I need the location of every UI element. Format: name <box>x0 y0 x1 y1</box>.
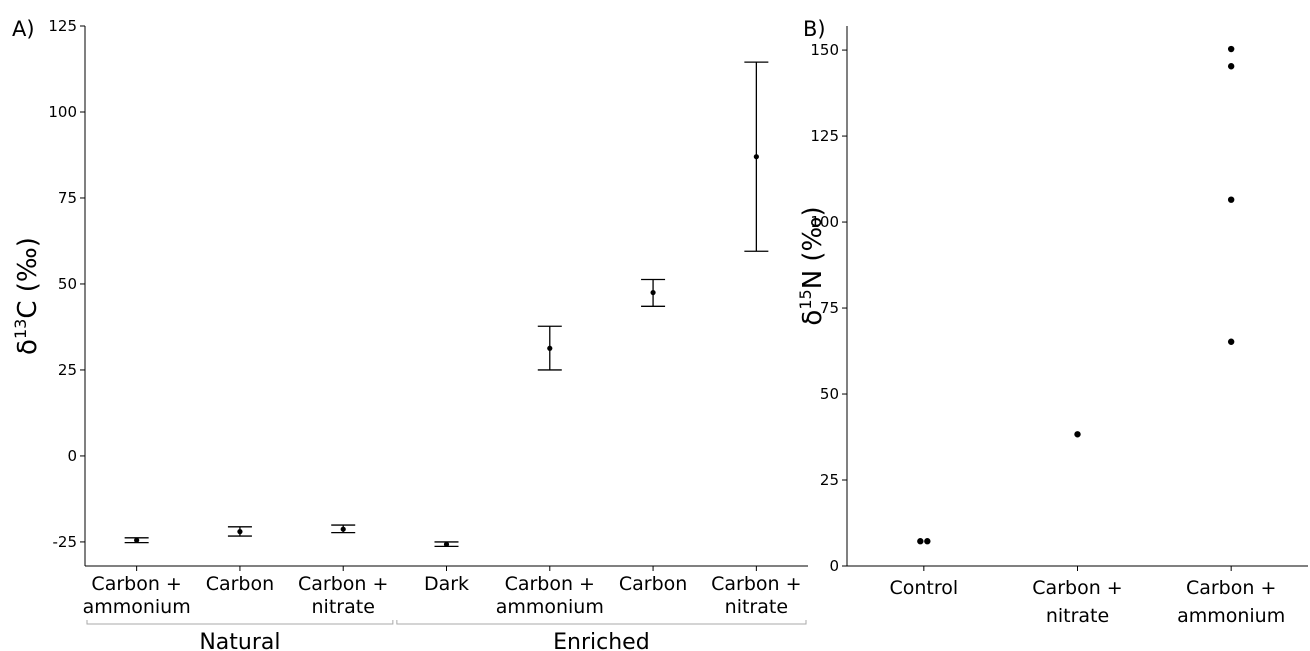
mean-point <box>547 345 553 351</box>
panel-a-category-label: Dark <box>424 573 469 595</box>
panel-a-category-label-line: Carbon + <box>298 573 388 595</box>
panel-b-category-label-line: ammonium <box>1177 605 1285 627</box>
group-bracket <box>396 620 807 625</box>
mean-point <box>237 529 243 535</box>
panel-a-y-axis-title-symbol: δ <box>13 339 43 355</box>
panel-a-y-axis-title: δ13C (‰) <box>11 237 43 355</box>
panel-b-y-axis-title-symbol: δ <box>798 310 828 326</box>
panel-a-y-tick-label: 25 <box>58 361 77 379</box>
panel-a-y-axis-title-text: C (‰) <box>13 237 43 319</box>
mean-point <box>340 526 346 532</box>
mean-point <box>443 541 450 547</box>
panel-a-category-label: Carbon <box>206 573 274 595</box>
panel-b-category-label: Control <box>889 577 958 599</box>
panel-a-category-label-line: Carbon <box>619 573 687 595</box>
panel-b-label: B) <box>803 17 826 41</box>
panel-a-category-label: Carbon <box>619 573 687 595</box>
group-label: Natural <box>199 630 280 651</box>
panel-a-category-label-line: Carbon + <box>91 573 181 595</box>
panel-a-y-axis-title-superscript: 13 <box>11 319 30 339</box>
data-point <box>924 538 931 545</box>
panel-a-category-label-line: nitrate <box>725 596 788 618</box>
panel-a-category-label-line: Carbon <box>206 573 274 595</box>
panel-b-y-tick-label: 25 <box>820 471 839 489</box>
data-point <box>1227 63 1235 70</box>
panel-a-y-tick-label: 75 <box>58 189 77 207</box>
data-point <box>917 538 924 545</box>
data-point <box>1227 196 1235 203</box>
panel-a-y-tick-label: -25 <box>53 533 78 551</box>
panel-b-category-label-line: Carbon + <box>1186 577 1276 599</box>
panel-a-category-label-line: ammonium <box>83 596 191 618</box>
panel-b-y-axis-title-superscript: 15 <box>796 289 815 309</box>
panel-b-category-label-line: Control <box>889 577 958 599</box>
panel-b-y-tick-label: 100 <box>810 213 839 231</box>
panel-a-label: A) <box>12 17 35 41</box>
group-label: Enriched <box>553 630 650 651</box>
panel-a-category-label-line: nitrate <box>312 596 375 618</box>
panel-b-y-tick-label: 150 <box>810 41 839 59</box>
panel-b-category-label: Carbon + nitrate <box>1032 577 1122 627</box>
panel-a-y-tick-label: 100 <box>48 103 77 121</box>
data-point <box>1227 45 1235 53</box>
panel-a-category-label: Carbon + ammonium <box>496 573 604 618</box>
mean-point <box>753 154 759 160</box>
group-bracket <box>86 620 394 625</box>
panel-a-y-tick-label: 50 <box>58 275 77 293</box>
panel-b-y-tick-label: 75 <box>820 299 839 317</box>
mean-point <box>650 289 656 296</box>
data-point <box>1227 338 1235 345</box>
mean-point <box>134 537 140 543</box>
panel-b-category-label-line: Carbon + <box>1032 577 1122 599</box>
panel-a-category-label: Carbon + nitrate <box>298 573 388 618</box>
panel-a-y-tick-label: 125 <box>48 17 77 35</box>
panel-b-category-label: Carbon + ammonium <box>1177 577 1285 627</box>
panel-b-y-tick-label: 125 <box>810 127 839 145</box>
data-point <box>1074 431 1081 438</box>
panel-a-category-label-line: Carbon + <box>505 573 595 595</box>
panel-a-category-label-line: Dark <box>424 573 469 595</box>
panel-b-y-tick-label: 50 <box>820 385 839 403</box>
panel-b-y-axis-title: δ15N (‰) <box>796 206 828 325</box>
panel-a-category-label-line: Carbon + <box>711 573 801 595</box>
panel-b: B) 0 25 50 75 100 125 150 δ15N (‰) Control Carbon … <box>796 17 1308 627</box>
panel-b-y-axis-title-text: N (‰) <box>798 206 828 289</box>
panel-b-y-tick-label: 0 <box>829 557 839 575</box>
panel-a-category-label: Carbon + ammonium <box>83 573 191 618</box>
panel-a-y-tick-label: 0 <box>67 447 77 465</box>
panel-a-category-label: Carbon + nitrate <box>711 573 801 618</box>
panel-b-category-label-line: nitrate <box>1046 605 1109 627</box>
panel-a-category-label-line: ammonium <box>496 596 604 618</box>
